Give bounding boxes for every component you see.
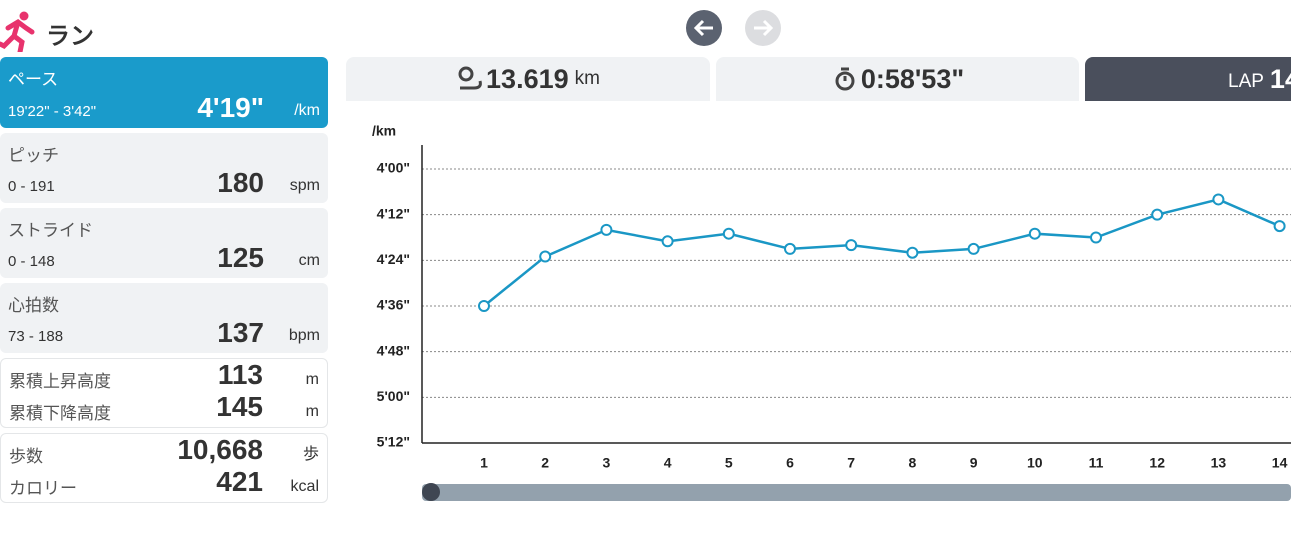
- lap-label: LAP: [1228, 71, 1264, 92]
- x-tick-label: 11: [1089, 455, 1104, 471]
- x-tick-label: 10: [1027, 455, 1043, 471]
- metric-row: 歩数 10,668 歩: [1, 434, 327, 468]
- metric-label: 累積上昇高度: [9, 372, 111, 391]
- point: [1028, 227, 1041, 240]
- point: [600, 223, 613, 236]
- x-tick-label: 8: [909, 455, 917, 471]
- metric-unit: m: [305, 371, 319, 388]
- metric-value: 145: [216, 391, 263, 422]
- x-tick-label: 1: [480, 455, 488, 471]
- title: ラン: [46, 23, 94, 50]
- metric-unit: spm: [289, 177, 320, 194]
- y-tick-label: 4'48": [377, 342, 410, 358]
- x-tick-label: 12: [1149, 455, 1165, 471]
- metric-row: カロリー 421 kcal: [1, 466, 327, 500]
- lap-tab[interactable]: LAP 14: [1085, 57, 1291, 101]
- y-tick-label: 5'12": [377, 434, 410, 450]
- metric-pair-card: 歩数 10,668 歩カロリー 421 kcal: [0, 433, 328, 503]
- y-tick-label: 5'00": [377, 388, 410, 404]
- x-tick-label: 4: [664, 455, 672, 471]
- distance-unit: km: [574, 68, 600, 89]
- metric-value: 113: [217, 359, 263, 390]
- point: [661, 235, 674, 248]
- metric-value: 4'19": [197, 92, 264, 123]
- metric-value: 421: [216, 466, 263, 497]
- point: [845, 239, 858, 252]
- point: [1090, 231, 1102, 244]
- point: [722, 227, 735, 240]
- line: [483, 198, 1281, 307]
- metric-range: 0 - 148: [8, 253, 55, 270]
- metric-value: 137: [217, 317, 264, 348]
- x-tick-label: 13: [1211, 455, 1227, 471]
- metric-row: 累積上昇高度 113 m: [1, 359, 327, 393]
- metric-unit: kcal: [290, 478, 319, 495]
- slider[interactable]: [422, 484, 1291, 501]
- time-tab[interactable]: 0:58'53": [716, 57, 1079, 101]
- metric-card[interactable]: ペース 19'22" - 3'42" 4'19" /km: [0, 57, 328, 128]
- point: [539, 250, 552, 263]
- x-tick-label: 9: [970, 455, 978, 471]
- metric-unit: m: [305, 403, 319, 420]
- metric-unit: cm: [298, 252, 320, 269]
- x-tick-label: 3: [603, 455, 611, 471]
- metric-label: 累積下降高度: [9, 404, 111, 423]
- lap-value: 14: [1269, 63, 1291, 94]
- x-tick-label: 7: [847, 455, 855, 471]
- metric-range: 0 - 191: [8, 178, 55, 195]
- distance-value: 13.619: [486, 63, 569, 94]
- nav: [686, 10, 781, 46]
- metric-label: ストライド: [8, 221, 93, 240]
- metric-card: ピッチ 0 - 191 180 spm: [0, 133, 328, 203]
- metric-row: 累積下降高度 145 m: [1, 391, 327, 425]
- metric-label: カロリー: [9, 479, 77, 498]
- metric-unit: /km: [294, 102, 320, 119]
- time-value: 0:58'53": [860, 63, 965, 94]
- y-tick-label: 4'24": [377, 251, 410, 267]
- run-icon: [0, 11, 35, 52]
- point: [967, 242, 980, 255]
- metric-pair-card: 累積上昇高度 113 m 累積下降高度 145 m: [0, 358, 328, 428]
- x-tick-label: 5: [725, 455, 733, 471]
- metric-range: 73 - 188: [8, 328, 64, 345]
- y-axis-label: /km: [372, 123, 396, 139]
- x-tick-label: 6: [786, 455, 794, 471]
- x-tick-label: 2: [541, 455, 549, 471]
- slider-knob[interactable]: [422, 483, 440, 501]
- point: [1273, 220, 1286, 233]
- x-tick-label: 14: [1272, 455, 1288, 471]
- metric-label: 歩数: [9, 447, 43, 466]
- distance-tab[interactable]: 13.619 km: [346, 57, 710, 101]
- metric-card: ストライド 0 - 148 125 cm: [0, 208, 328, 278]
- next-button[interactable]: [745, 10, 781, 46]
- distance-icon: [458, 66, 482, 90]
- metric-value: 10,668: [177, 434, 263, 465]
- prev-button[interactable]: [686, 10, 722, 46]
- metric-label: ペース: [8, 70, 59, 89]
- point: [784, 242, 796, 255]
- point: [1151, 208, 1164, 221]
- metric-unit: 歩: [302, 446, 319, 463]
- metric-value: 180: [217, 167, 264, 198]
- y-tick-label: 4'00": [377, 160, 410, 176]
- metric-range: 19'22" - 3'42": [8, 103, 97, 120]
- metric-label: 心拍数: [8, 296, 59, 315]
- point: [906, 246, 919, 259]
- metric-label: ピッチ: [8, 146, 59, 165]
- y-tick-label: 4'12": [377, 205, 410, 221]
- time-icon: [835, 67, 855, 91]
- metric-unit: bpm: [288, 327, 320, 344]
- metric-value: 125: [217, 242, 264, 273]
- point: [478, 300, 490, 312]
- point: [1212, 193, 1225, 206]
- y-tick-label: 4'36": [377, 297, 410, 313]
- metric-card: 心拍数 73 - 188 137 bpm: [0, 283, 328, 353]
